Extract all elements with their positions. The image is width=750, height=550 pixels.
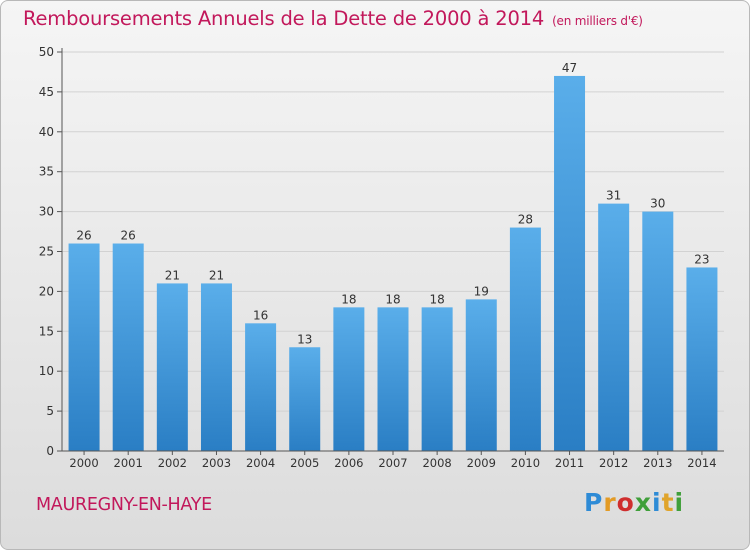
value-label: 13 (297, 332, 312, 346)
bars (68, 75, 718, 451)
unit-label: (en milliers d'€) (552, 14, 643, 28)
y-tick-label: 25 (39, 245, 54, 259)
x-tick-label: 2006 (334, 456, 363, 470)
x-tick-label: 2009 (467, 456, 496, 470)
x-tick-label: 2014 (687, 456, 716, 470)
logo-letter: r (603, 488, 617, 517)
value-labels: 26 26 21 21 16 13 18 18 18 19 28 47 31 30 23 (76, 61, 709, 346)
y-tick-label: 45 (39, 85, 54, 99)
axes (57, 48, 724, 455)
y-tick-label: 30 (39, 205, 54, 219)
value-label: 18 (385, 292, 400, 306)
y-tick-label: 20 (39, 284, 54, 298)
value-label: 26 (121, 229, 136, 243)
value-label: 21 (209, 268, 224, 282)
value-label: 19 (474, 284, 489, 298)
value-label: 23 (694, 252, 709, 266)
chart-title: Remboursements Annuels de la Dette de 20… (23, 7, 643, 30)
bar-2007 (377, 307, 409, 451)
x-tick-label: 2007 (378, 456, 407, 470)
x-tick-label: 2001 (114, 456, 143, 470)
logo-letter: i (674, 488, 685, 517)
value-label: 28 (518, 213, 533, 227)
y-tick-label: 15 (39, 324, 54, 338)
y-tick-label: 50 (39, 45, 54, 59)
bar-2005 (289, 347, 321, 451)
logo-letter: P (584, 488, 604, 517)
x-axis-labels: 2000 2001 2002 2003 2004 2005 2006 2007 2008 2009… (69, 456, 716, 470)
bar-2012 (598, 203, 630, 451)
bar-2013 (642, 211, 674, 451)
bar-2003 (200, 283, 232, 451)
x-tick-label: 2000 (69, 456, 98, 470)
x-tick-label: 2012 (599, 456, 628, 470)
bar-2004 (245, 323, 277, 451)
bar-2002 (156, 283, 188, 451)
bar-2011 (554, 75, 586, 451)
x-tick-label: 2005 (290, 456, 319, 470)
logo-letter: x (634, 488, 652, 517)
y-tick-label: 5 (46, 404, 54, 418)
bar-2009 (465, 299, 497, 451)
logo-letter: i (652, 488, 662, 517)
y-tick-label: 10 (39, 364, 54, 378)
value-label: 26 (76, 229, 91, 243)
value-label: 30 (650, 197, 665, 211)
x-tick-label: 2010 (511, 456, 540, 470)
commune-name: MAUREGNY-EN-HAYE (36, 495, 212, 515)
x-tick-label: 2008 (422, 456, 451, 470)
value-label: 21 (165, 268, 180, 282)
bar-2014 (686, 267, 718, 451)
value-label: 18 (341, 292, 356, 306)
value-label: 31 (606, 189, 621, 203)
value-label: 47 (562, 61, 577, 75)
y-axis-labels: 0 5 10 15 20 25 30 35 40 45 50 (39, 45, 54, 458)
x-tick-label: 2011 (555, 456, 584, 470)
bar-2008 (421, 307, 453, 451)
proxiti-logo: Proxiti (584, 488, 684, 517)
logo-letter: t (661, 488, 675, 517)
logo-letter: o (616, 488, 635, 517)
y-tick-label: 0 (46, 444, 54, 458)
y-tick-label: 35 (39, 165, 54, 179)
chart-title-text: Remboursements Annuels de la Dette de 20… (23, 7, 545, 30)
bar-2006 (333, 307, 365, 451)
bar-2001 (112, 243, 144, 451)
value-label: 16 (253, 308, 268, 322)
x-tick-label: 2013 (643, 456, 672, 470)
x-tick-label: 2004 (246, 456, 275, 470)
y-tick-label: 40 (39, 125, 54, 139)
bar-2000 (68, 243, 100, 451)
x-tick-label: 2002 (158, 456, 187, 470)
value-label: 18 (429, 292, 444, 306)
x-tick-label: 2003 (202, 456, 231, 470)
bar-2010 (509, 227, 541, 451)
